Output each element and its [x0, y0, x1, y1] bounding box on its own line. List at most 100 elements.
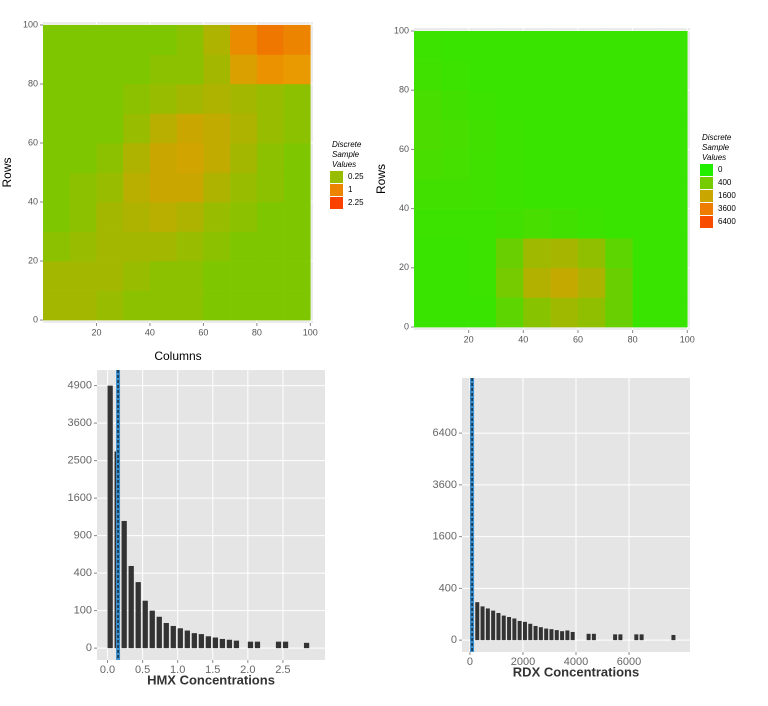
heatmap-cell: [69, 142, 97, 173]
bar: [549, 629, 554, 641]
bar: [512, 618, 517, 641]
heatmap-cell: [468, 208, 497, 239]
heatmap-cell: [283, 172, 311, 203]
heatmap-cell: [149, 24, 177, 55]
bar: [613, 634, 618, 641]
x-tick-label: 60: [573, 334, 583, 344]
heatmap-cell: [550, 119, 579, 150]
y-tick-label: 100: [23, 19, 38, 29]
heatmap-cell: [659, 179, 688, 209]
heatmap-cell: [149, 54, 177, 85]
heatmap-cell: [123, 24, 151, 55]
heatmap-cell: [495, 179, 524, 209]
x-tick-label: 2.0: [240, 664, 255, 676]
heatmap-cell: [123, 290, 151, 321]
bar: [135, 582, 141, 649]
heatmap-cell: [43, 290, 71, 321]
heatmap-cell: [523, 119, 551, 150]
heatmap-cell: [176, 172, 204, 203]
heatmap-cell: [123, 54, 151, 85]
bar: [275, 641, 282, 649]
heatmap-cell: [414, 297, 442, 328]
heatmap-cell: [176, 202, 204, 232]
heatmap-cell: [123, 83, 151, 114]
y-tick-label: 1600: [68, 492, 92, 504]
heatmap-cell: [176, 24, 204, 55]
y-tick-label: 1600: [433, 531, 457, 543]
heatmap-cell: [605, 238, 633, 269]
bar: [554, 630, 559, 641]
x-tick-label: 60: [198, 327, 208, 337]
heatmap-cell: [149, 83, 177, 114]
heatmap-cell: [523, 297, 551, 328]
heatmap-cell: [659, 60, 688, 91]
legend-title: Sample: [332, 150, 360, 159]
heatmap-cell: [230, 83, 258, 114]
heatmap-cell: [523, 267, 551, 298]
legend-title: Values: [332, 160, 356, 169]
x-tick-label: 6000: [617, 656, 641, 668]
heatmap-cell: [468, 149, 497, 180]
heatmap-cell: [550, 238, 579, 269]
heatmap-cell: [203, 261, 231, 291]
y-tick-label: 0: [86, 642, 92, 654]
bar: [163, 622, 169, 649]
heatmap-cell: [659, 30, 688, 61]
heatmap-cell: [632, 119, 661, 150]
x-tick-label: 0.0: [100, 664, 115, 676]
bar: [507, 616, 512, 641]
heatmap-cell: [550, 30, 579, 61]
heatmap-cell: [256, 24, 284, 55]
heatmap-cell: [441, 208, 469, 239]
heatmap-cell: [605, 60, 633, 91]
y-tick-label: 3600: [433, 479, 457, 491]
heatmap-cell: [659, 267, 688, 298]
heatmap-cell: [468, 238, 497, 269]
bar: [142, 600, 148, 649]
heatmap-cell: [577, 119, 606, 150]
x-tick-label: 0: [467, 656, 473, 668]
heatmap-cell: [69, 290, 97, 321]
legend-key: [330, 197, 343, 209]
heatmap-cell: [577, 179, 606, 209]
y-tick-label: 900: [74, 530, 92, 542]
heatmap-cell: [441, 90, 469, 121]
bar: [533, 625, 538, 641]
bar: [205, 636, 211, 649]
heatmap-cell: [605, 297, 633, 328]
heatmap-cell: [659, 90, 688, 121]
heatmap-cell: [441, 30, 469, 61]
heatmap-cell: [149, 290, 177, 321]
bar: [634, 634, 639, 641]
legend-title: Discrete: [702, 133, 732, 142]
heatmap-cell: [550, 149, 579, 180]
heatmap-cell: [203, 142, 231, 173]
heatmap-cell: [441, 297, 469, 328]
heatmap-cell: [468, 90, 497, 121]
legend-key: [700, 164, 713, 176]
bar: [528, 623, 533, 641]
heatmap-cell: [203, 290, 231, 321]
heatmap-cell: [577, 267, 606, 298]
x-tick-label: 1.0: [170, 664, 185, 676]
heatmap-cell: [495, 297, 524, 328]
bar: [501, 615, 506, 641]
bar: [570, 631, 575, 641]
heatmap-cell: [43, 24, 71, 55]
heatmap-cell: [69, 231, 97, 262]
heatmap-cell: [495, 149, 524, 180]
heatmap-cell: [495, 267, 524, 298]
legend-title: Discrete: [332, 140, 362, 149]
bar: [156, 616, 162, 649]
heatmap-cell: [495, 208, 524, 239]
heatmap-cell: [605, 90, 633, 121]
heatmap-cell: [414, 90, 442, 121]
x-tick-label: 1.5: [205, 664, 220, 676]
heatmap-cell: [441, 267, 469, 298]
bar: [107, 385, 113, 649]
bar: [565, 630, 570, 641]
heatmap-cell: [523, 60, 551, 91]
heatmap-cell: [203, 231, 231, 262]
heatmap-cell: [495, 119, 524, 150]
